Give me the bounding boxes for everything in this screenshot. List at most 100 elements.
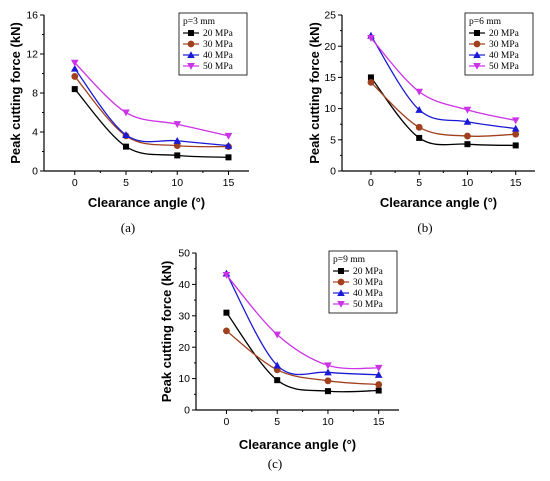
y-tick-label: 50 — [178, 248, 190, 260]
legend-title: p=6 mm — [469, 17, 502, 27]
x-tick-label: 5 — [123, 177, 129, 189]
data-point — [173, 136, 182, 144]
data-point — [122, 131, 130, 138]
y-tick-label: 15 — [324, 72, 336, 84]
data-point — [367, 74, 374, 81]
y-tick-label: 12 — [26, 49, 38, 61]
data-point — [122, 109, 130, 117]
panel-label: (b) — [417, 220, 432, 235]
legend-entry: 50 MPa — [489, 62, 520, 72]
x-tick-label: 10 — [171, 177, 183, 189]
data-point — [70, 64, 79, 72]
fit-curve — [225, 312, 379, 393]
y-axis-title: Peak cutting force (kN) — [159, 261, 174, 403]
y-tick-label: 10 — [178, 373, 190, 385]
legend-marker — [187, 62, 195, 70]
y-tick-label: 0 — [330, 166, 336, 178]
y-tick-label: 25 — [324, 10, 336, 22]
legend-marker — [337, 300, 345, 308]
y-axis-title: Peak cutting force (kN) — [307, 22, 322, 164]
data-point — [375, 387, 382, 394]
data-point — [374, 364, 383, 372]
legend-marker — [337, 289, 345, 297]
data-point — [324, 362, 332, 370]
legend-marker — [187, 40, 195, 48]
legend-marker — [473, 51, 481, 59]
fit-curve — [74, 76, 229, 148]
data-point — [274, 377, 281, 384]
data-point — [464, 141, 471, 148]
panel-label: (a) — [121, 220, 135, 235]
legend-entry: 20 MPa — [489, 29, 520, 39]
x-tick-label: 5 — [416, 177, 422, 189]
data-point — [416, 134, 423, 141]
data-point — [324, 377, 332, 385]
legend-entry: 20 MPa — [353, 267, 384, 277]
y-tick-label: 8 — [32, 88, 38, 100]
data-point — [225, 154, 232, 161]
data-point — [374, 371, 383, 378]
data-point — [222, 271, 231, 279]
legend-entry: 40 MPa — [203, 51, 234, 61]
y-tick-label: 10 — [324, 103, 336, 115]
chart-panel-1: 0 4 8 12 16 0 5 10 15 Clearance angle (°) Peak cut… — [8, 10, 249, 235]
fit-curve — [225, 274, 379, 370]
data-point — [123, 143, 129, 150]
data-point — [273, 331, 281, 339]
chart-panel-2: 0 5 10 15 20 25 0 5 10 15 Clearance angle (°) Peak … — [307, 10, 535, 235]
data-point — [375, 381, 383, 388]
legend-marker — [473, 40, 481, 48]
fit-curve — [370, 35, 516, 130]
panel-label: (c) — [268, 456, 282, 471]
chart-panel-3: 0 10 20 30 40 50 0 5 10 15 Clearance angle (°) Peak… — [159, 248, 399, 471]
legend-marker — [188, 30, 194, 36]
data-point — [464, 132, 471, 140]
legend-marker — [187, 51, 195, 59]
legend-marker — [474, 30, 480, 36]
y-tick-label: 20 — [324, 41, 336, 53]
legend-entry: 30 MPa — [489, 40, 520, 50]
x-tick-label: 15 — [510, 177, 522, 189]
fit-curve — [74, 88, 229, 158]
data-point — [71, 73, 79, 80]
y-tick-label: 0 — [32, 166, 38, 178]
legend-title: p=9 mm — [333, 255, 366, 265]
legend-entry: 20 MPa — [203, 29, 234, 39]
data-point — [463, 117, 472, 125]
data-point — [511, 117, 520, 125]
fit-curve — [370, 76, 516, 147]
data-point — [224, 132, 233, 140]
legend-entry: 30 MPa — [203, 40, 234, 50]
data-point — [415, 123, 423, 131]
y-tick-label: 20 — [178, 342, 190, 354]
data-point — [367, 78, 375, 86]
x-tick-label: 10 — [322, 416, 334, 428]
fit-curve — [225, 273, 379, 376]
x-tick-label: 15 — [223, 177, 235, 189]
data-point — [173, 121, 182, 128]
data-point — [223, 309, 230, 316]
y-tick-label: 40 — [178, 279, 190, 291]
data-point — [224, 141, 233, 149]
y-tick-label: 16 — [26, 10, 38, 22]
data-point — [463, 106, 472, 114]
legend-title: p=3 mm — [183, 17, 216, 27]
x-axis-title: Clearance angle (°) — [239, 437, 356, 452]
y-tick-label: 4 — [32, 127, 38, 139]
legend-entry: 50 MPa — [353, 300, 384, 310]
data-point — [324, 388, 331, 395]
y-tick-label: 30 — [178, 310, 190, 322]
data-point — [273, 361, 281, 369]
data-point — [415, 106, 423, 113]
fit-curve — [370, 81, 516, 137]
y-axis-title: Peak cutting force (kN) — [8, 22, 23, 164]
data-point — [367, 35, 375, 42]
x-tick-label: 0 — [72, 177, 78, 189]
y-tick-label: 0 — [184, 405, 190, 417]
x-tick-label: 15 — [373, 416, 385, 428]
x-tick-label: 10 — [462, 177, 474, 189]
data-point — [71, 86, 78, 93]
x-tick-label: 0 — [224, 416, 230, 428]
